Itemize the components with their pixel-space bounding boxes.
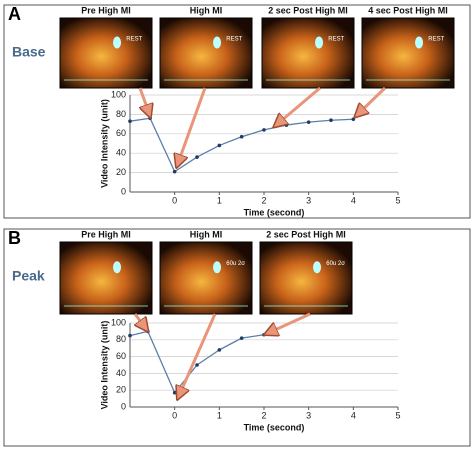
data-point	[329, 118, 333, 123]
data-point	[148, 116, 152, 121]
data-point	[284, 123, 289, 127]
x-tick-label: 1	[217, 410, 222, 420]
image-overlay: 60u 2σ	[226, 261, 245, 267]
roi-marker	[213, 261, 222, 274]
x-axis-label: Time (second)	[244, 207, 305, 217]
x-axis-label: Time (second)	[244, 422, 305, 432]
roi-marker	[313, 261, 322, 274]
roi-marker	[213, 36, 222, 49]
image-title: 2 sec Post High MI	[266, 229, 346, 239]
data-point	[128, 333, 132, 338]
image-title: 4 sec Post High MI	[368, 5, 448, 15]
image-overlay: REST	[428, 37, 444, 43]
echo-image	[159, 241, 253, 315]
chart-panel: B Peak Pre High MI High MI 60u 2σ 2 sec Post …	[8, 228, 401, 433]
y-tick-label: 60	[116, 128, 126, 138]
arrow	[275, 86, 321, 126]
arrow	[133, 313, 147, 330]
data-point	[306, 120, 311, 124]
arrow	[178, 313, 217, 398]
roi-marker	[113, 261, 122, 274]
chart-panel: A Base Pre High MI REST High MI REST 2 sec Pos…	[8, 4, 455, 217]
panel-border	[3, 228, 471, 447]
y-axis-label: Video Intensity (unit)	[99, 321, 109, 410]
y-tick-label: 100	[111, 317, 126, 327]
x-tick-label: 4	[351, 410, 356, 420]
roi-marker	[113, 36, 122, 49]
data-point	[351, 117, 356, 122]
data-point	[262, 128, 266, 132]
x-tick-label: 5	[395, 410, 400, 420]
row-label: Peak	[12, 268, 45, 284]
arrow	[356, 86, 387, 116]
y-tick-label: 40	[116, 368, 126, 378]
y-tick-label: 80	[116, 334, 126, 344]
y-tick-label: 0	[121, 186, 126, 196]
image-title: High MI	[190, 5, 223, 15]
x-tick-label: 3	[306, 410, 311, 420]
echo-image	[259, 241, 353, 315]
image-overlay: 60u 2σ	[326, 261, 345, 267]
x-tick-label: 0	[172, 410, 177, 420]
y-tick-label: 100	[111, 89, 126, 99]
x-tick-label: 2	[261, 410, 266, 420]
roi-marker	[415, 36, 424, 49]
data-point	[239, 134, 244, 139]
image-overlay: REST	[126, 37, 142, 43]
arrow	[177, 87, 207, 166]
image-title: Pre High MI	[81, 5, 131, 15]
y-tick-label: 40	[116, 148, 126, 158]
x-tick-label: 3	[306, 195, 311, 205]
x-tick-label: 4	[351, 195, 356, 205]
data-point	[239, 336, 244, 340]
image-title: High MI	[190, 229, 223, 239]
arrow	[138, 87, 150, 116]
data-point	[195, 363, 199, 367]
image-title: 2 sec Post High MI	[268, 5, 348, 15]
data-point	[217, 143, 222, 148]
data-point	[128, 119, 132, 123]
data-line	[129, 117, 354, 173]
data-line	[129, 330, 265, 394]
data-point	[195, 155, 199, 159]
x-tick-label: 1	[217, 195, 222, 205]
panel-letter: B	[8, 228, 21, 248]
row-label: Base	[12, 44, 46, 60]
image-overlay: REST	[226, 37, 242, 43]
y-tick-label: 80	[116, 109, 126, 119]
y-axis-label: Video Intensity (unit)	[99, 99, 109, 188]
echo-image	[59, 17, 153, 89]
x-tick-label: 5	[395, 195, 400, 205]
data-point	[172, 390, 177, 395]
echo-image	[159, 17, 253, 89]
data-point	[172, 169, 177, 174]
echo-image	[261, 17, 355, 89]
y-tick-label: 60	[116, 351, 126, 361]
y-tick-label: 0	[121, 401, 126, 411]
echo-image	[361, 17, 455, 89]
data-point	[262, 332, 266, 337]
image-overlay: REST	[328, 37, 344, 43]
data-point	[217, 348, 222, 352]
echo-image	[59, 241, 153, 315]
panel-border	[3, 4, 471, 219]
x-tick-label: 0	[172, 195, 177, 205]
y-tick-label: 20	[116, 385, 126, 395]
x-tick-label: 2	[261, 195, 266, 205]
panel-letter: A	[8, 4, 21, 24]
image-title: Pre High MI	[81, 229, 131, 239]
roi-marker	[315, 36, 324, 49]
y-tick-label: 20	[116, 167, 126, 177]
arrow	[266, 312, 311, 334]
